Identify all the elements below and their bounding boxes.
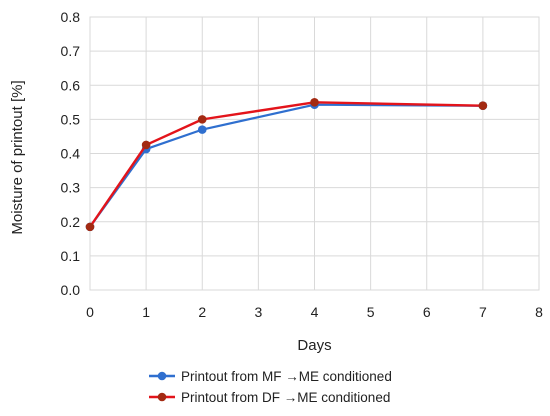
y-tick-label: 0.7 [61,43,81,59]
x-tick-label: 6 [423,304,431,320]
data-point [141,140,151,150]
y-tick-label: 0.0 [61,282,81,298]
y-tick-label: 0.6 [61,77,81,93]
y-tick-label: 0.4 [61,146,81,162]
legend-marker [157,392,167,402]
x-tick-label: 5 [367,304,375,320]
series-line [89,103,483,228]
data-point [197,125,207,134]
x-tick-label: 2 [198,304,206,320]
legend-marker [157,371,167,381]
data-series [85,98,488,232]
x-tick-label: 3 [254,304,262,320]
data-point [310,98,319,107]
y-tick-label: 0.8 [61,9,81,25]
data-point [85,222,95,232]
legend: Printout from MF →ME conditioned Printout… [149,369,392,405]
legend-entry: Printout from DF →ME conditioned [181,390,390,405]
x-tick-label: 1 [142,304,150,320]
y-tick-label: 0.2 [61,214,81,230]
data-point [478,101,488,111]
x-tick-label: 7 [479,304,487,320]
x-tick-label: 0 [86,304,94,320]
y-tick-label: 0.3 [61,180,81,196]
data-point [197,115,207,124]
x-axis-title: Days [297,337,331,354]
x-tick-label: 4 [311,304,319,320]
plot-area-border [89,16,540,291]
axis-labels: Days Moisture of printout [%] [9,80,332,354]
axes: 0.0 0.1 0.2 0.3 0.4 0.5 0.6 0.7 0.8 0 1 2 3 4 5 6 7 8 [61,9,544,320]
series-line [89,101,483,228]
legend-entry: Printout from MF →ME conditioned [181,369,392,384]
y-axis-title: Moisture of printout [%] [9,80,26,234]
y-tick-label: 0.5 [61,111,81,127]
x-tick-label: 8 [535,304,543,320]
grid-lines [89,16,540,291]
y-tick-label: 0.1 [61,248,81,264]
